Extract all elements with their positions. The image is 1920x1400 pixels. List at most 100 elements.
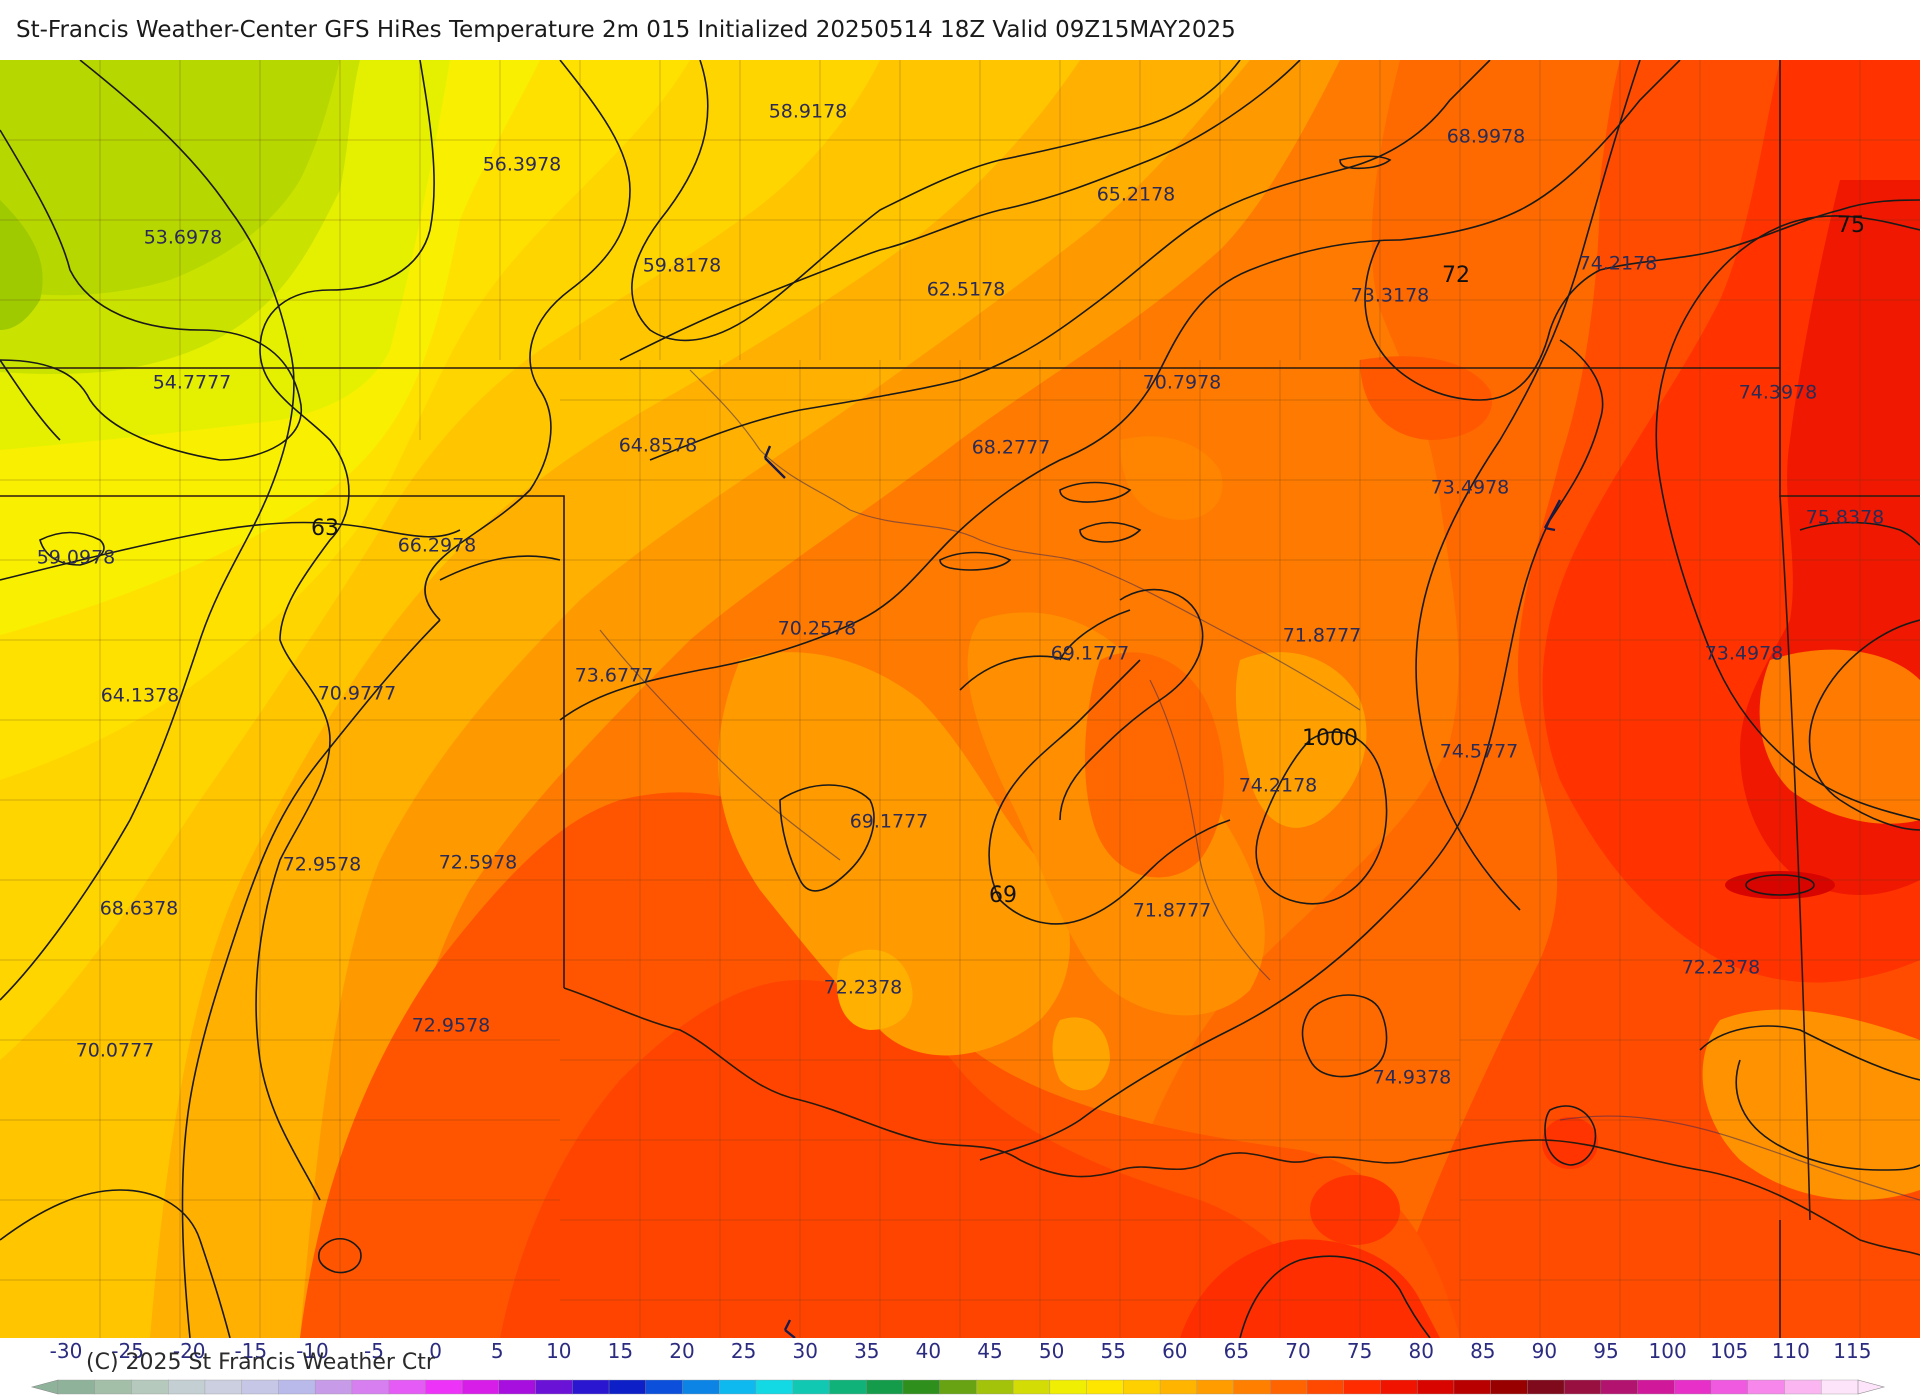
temperature-label: 72.2378 xyxy=(1682,957,1761,979)
scale-color-swatch xyxy=(1380,1379,1418,1395)
scale-color-swatch xyxy=(204,1379,243,1395)
scale-color-bar xyxy=(30,1379,1886,1395)
temperature-label: 74.2178 xyxy=(1579,253,1658,275)
scale-tick-label: 60 xyxy=(1162,1339,1187,1363)
color-scale: -30 -25 -20 -15 -10 -5 0 5 10 15 20 25 30 35 40 45 50 55 6… xyxy=(0,1338,1920,1400)
scale-color-swatch xyxy=(1049,1379,1088,1395)
temperature-map: 58.9178 56.3978 53.6978 59.8178 62.5178 65.21… xyxy=(0,60,1920,1338)
scale-tick-label: 75 xyxy=(1347,1339,1372,1363)
temperature-label: 65.2178 xyxy=(1097,184,1176,206)
scale-color-swatch xyxy=(1600,1379,1639,1395)
temperature-label: 64.1378 xyxy=(101,685,180,707)
county-boundaries xyxy=(0,60,1920,1338)
scale-tick-label: 5 xyxy=(491,1339,504,1363)
scale-color-swatch xyxy=(1086,1379,1124,1395)
scale-color-swatch xyxy=(1343,1379,1382,1395)
scale-color-swatch xyxy=(1784,1379,1822,1395)
scale-color-swatch xyxy=(425,1379,463,1395)
scale-color-swatch xyxy=(498,1379,537,1395)
scale-tick-label: 20 xyxy=(669,1339,694,1363)
scale-color-swatch xyxy=(1159,1379,1198,1395)
scale-tick-label: 80 xyxy=(1408,1339,1433,1363)
scale-color-swatch xyxy=(719,1379,757,1395)
temperature-label: 72.9578 xyxy=(283,854,362,876)
copyright-text: (C) 2025 St Francis Weather Ctr xyxy=(86,1350,435,1375)
temperature-label: 73.6777 xyxy=(575,665,654,687)
scale-color-swatch xyxy=(1012,1379,1051,1395)
scale-color-swatch xyxy=(1270,1379,1308,1395)
temperature-label: 73.4978 xyxy=(1705,643,1784,665)
scale-color-swatch xyxy=(939,1379,978,1395)
temperature-label: 66.2978 xyxy=(398,535,477,557)
map-panel: 58.9178 56.3978 53.6978 59.8178 62.5178 65.21… xyxy=(0,60,1920,1338)
scale-tick-label: 40 xyxy=(916,1339,941,1363)
rivers xyxy=(599,369,1920,1201)
temperature-label: 70.9777 xyxy=(318,683,397,705)
contour-label: 75 xyxy=(1837,213,1865,238)
temperature-label: 56.3978 xyxy=(483,154,562,176)
scale-tick-label: -20 xyxy=(173,1339,206,1363)
scale-ticks: -30 -25 -20 -15 -10 -5 0 5 10 15 20 25 30 35 40 45 50 55 6… xyxy=(50,1339,1872,1363)
contour-label: 72 xyxy=(1442,263,1470,288)
temperature-label: 62.5178 xyxy=(927,279,1006,301)
scale-color-swatch xyxy=(1416,1379,1455,1395)
temperature-shading xyxy=(0,60,1920,1338)
temperature-label: 74.5777 xyxy=(1440,741,1519,763)
temperature-label: 75.8378 xyxy=(1806,507,1885,529)
temperature-label: 74.2178 xyxy=(1239,775,1318,797)
temperature-label: 74.3978 xyxy=(1739,382,1818,404)
scale-color-swatch xyxy=(902,1379,941,1395)
temperature-label: 58.9178 xyxy=(769,101,848,123)
scale-color-swatch xyxy=(1747,1379,1786,1395)
scale-color-swatch xyxy=(829,1379,867,1395)
scale-color-swatch xyxy=(351,1379,390,1395)
state-boundaries xyxy=(0,60,1920,1338)
scale-color-swatch xyxy=(1637,1379,1676,1395)
scale-color-swatch xyxy=(535,1379,573,1395)
contour-label: 1000 xyxy=(1302,726,1358,751)
scale-color-swatch xyxy=(167,1379,206,1395)
scale-color-swatch xyxy=(461,1379,500,1395)
temperature-label: 72.5978 xyxy=(439,852,518,874)
scale-color-swatch xyxy=(1527,1379,1565,1395)
temperature-label: 73.3178 xyxy=(1351,285,1430,307)
temperature-contours xyxy=(0,60,1920,1338)
scale-color-swatch xyxy=(388,1379,427,1395)
temperature-label: 68.6378 xyxy=(100,898,179,920)
scale-tick-label: 115 xyxy=(1833,1339,1871,1363)
scale-tick-label: 30 xyxy=(792,1339,817,1363)
temperature-label: 70.0777 xyxy=(76,1040,155,1062)
temperature-label: 54.7777 xyxy=(153,372,232,394)
temperature-label: 68.9978 xyxy=(1447,126,1526,148)
scale-tick-label: 25 xyxy=(731,1339,756,1363)
temperature-label: 71.8777 xyxy=(1133,900,1212,922)
scale-tick-label: 10 xyxy=(546,1339,571,1363)
scale-color-swatch xyxy=(1306,1379,1345,1395)
scale-color-swatch xyxy=(1563,1379,1602,1395)
temperature-label: 70.7978 xyxy=(1143,372,1222,394)
scale-tick-label: 90 xyxy=(1532,1339,1557,1363)
temperature-label: 71.8777 xyxy=(1283,625,1362,647)
scale-color-swatch xyxy=(865,1379,904,1395)
header: St-Francis Weather-Center GFS HiRes Temp… xyxy=(0,0,1920,60)
scale-color-swatch xyxy=(94,1379,133,1395)
contour-label: 69 xyxy=(989,883,1017,908)
scale-tick-label: 0 xyxy=(429,1339,442,1363)
scale-tick-label: -15 xyxy=(234,1339,267,1363)
scale-tick-label: 105 xyxy=(1710,1339,1748,1363)
scale-color-swatch xyxy=(278,1379,316,1395)
scale-color-swatch xyxy=(755,1379,794,1395)
scale-color-swatch xyxy=(572,1379,610,1395)
temperature-label: 68.2777 xyxy=(972,437,1051,459)
scale-tick-label: 110 xyxy=(1772,1339,1810,1363)
scale-color-swatch xyxy=(1196,1379,1235,1395)
scale-tick-label: 35 xyxy=(854,1339,879,1363)
contour-labels: 72 75 63 1000 69 xyxy=(311,213,1865,908)
contour-label: 63 xyxy=(311,516,339,541)
scale-color-swatch xyxy=(792,1379,831,1395)
scale-tick-label: 45 xyxy=(977,1339,1002,1363)
scale-tick-label: 85 xyxy=(1470,1339,1495,1363)
scale-color-swatch xyxy=(645,1379,684,1395)
temperature-label: 74.9378 xyxy=(1373,1067,1452,1089)
scale-tick-label: 70 xyxy=(1285,1339,1310,1363)
